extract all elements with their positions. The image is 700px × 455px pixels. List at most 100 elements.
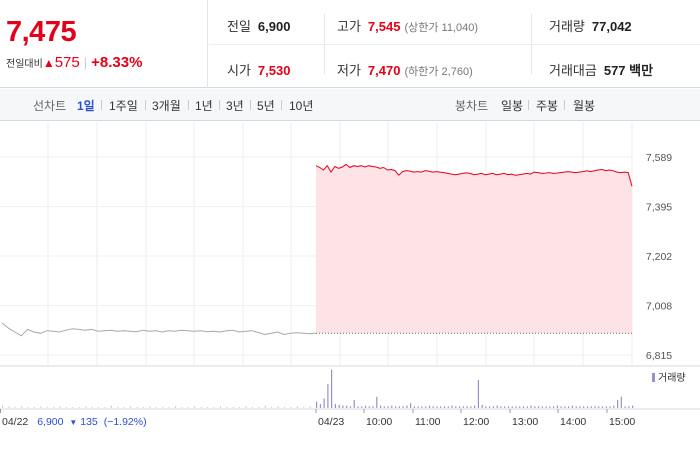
volume-bar [66,407,68,408]
volume-bar [443,406,446,408]
volume-bar [462,406,464,408]
volume-bar [296,406,298,408]
tab-period-3y[interactable]: 3년 [226,99,244,113]
tab-period-5y[interactable]: 5년 [257,99,275,113]
volume-bar [590,406,592,408]
volume-bar [579,406,581,408]
volume-bar [319,404,321,408]
volume-bar [316,401,318,408]
volume-bar [130,406,132,408]
x-tick-label: 13:00 [512,416,538,428]
volume-bar [511,406,513,408]
col-divider [324,14,325,74]
chart-tab-bar: 선차트 1일 1주일 3개월 1년 3년 5년 10년 봉차트 일봉 주봉 월봉 [0,89,700,121]
volume-bar [571,405,573,408]
volume-bar [601,406,604,408]
tab-period-3m[interactable]: 3개월 [152,99,181,113]
footer-prev-summary: 04/22 6,900 ▼ 135 (−1.92%) [2,416,147,428]
tab-period-1d[interactable]: 1일 [77,99,95,113]
volume-bars [2,369,634,408]
volume-bar [413,406,415,408]
tab-period-1y[interactable]: 1년 [195,99,213,113]
volume-bar [271,407,273,408]
price-chart: 7,589 7,395 7,202 7,008 6,815 거래량 04/22 04/23… [0,122,700,450]
volume-bar [162,407,164,408]
volume-bar [27,407,29,408]
footer-rate: (−1.92%) [104,416,147,428]
tab-period-1w[interactable]: 1주일 [109,99,138,113]
row-divider [209,44,700,45]
volume-bar [353,400,355,408]
x-tick-label: 04/23 [318,416,344,428]
volume-bar [327,384,329,408]
volume-bar [459,406,461,408]
volume-bar [34,407,35,408]
volume-bar [598,406,600,408]
volume-bar [264,405,266,408]
change-label: 전일대비 [6,59,43,70]
volume-bar [481,404,483,408]
volume-bar [187,407,189,408]
tab-divider [250,100,251,110]
x-tick-label: 12:00 [463,416,489,428]
volume-bar [410,403,412,408]
volume-bar [85,406,87,408]
volume-bar [376,396,378,408]
stat-value: 577 백만 [603,63,654,78]
stat-label: 전일 [227,19,251,34]
volume-bar [72,407,74,408]
volume-bar [485,406,487,408]
volume-bar [526,406,528,408]
volume-bar [40,406,42,408]
volume-bar [149,406,151,408]
volume-bar [425,406,427,408]
volume-bar [372,406,374,408]
upper-limit: (상한가 11,040) [404,22,479,34]
x-axis-ticks: 04/22 04/23 10:00 11:00 12:00 13:00 14:00 15:00 [0,409,635,428]
volume-bar [586,406,589,408]
line-chart-label: 선차트 [33,99,67,113]
stat-value: 6,900 [257,19,291,34]
tab-candle-monthly[interactable]: 월봉 [573,99,596,113]
chart-svg: 7,589 7,395 7,202 7,008 6,815 거래량 04/22 04/23… [0,122,700,428]
volume-bar [290,407,292,408]
tab-candle-daily[interactable]: 일봉 [501,99,524,113]
volume-bar [91,407,93,408]
volume-bar [470,406,472,408]
lower-limit: (하한가 2,760) [404,66,473,78]
volume-bar [175,406,176,408]
volume-bar [251,407,253,408]
tab-period-10y[interactable]: 10년 [289,99,314,113]
footer-date: 04/22 [2,416,28,428]
x-tick-label: 10:00 [366,416,392,428]
volume-bar [477,380,479,408]
footer-close: 6,900 [37,416,63,428]
stat-label: 시가 [227,63,251,78]
stat-turnover: 거래대금 577 백만 [549,60,653,79]
volume-bar [613,405,615,408]
x-tick-label: 15:00 [609,416,635,428]
volume-bar [136,407,138,408]
stat-prev-close: 전일 6,900 [227,16,290,35]
volume-bar [361,406,363,408]
volume-bar [436,406,438,408]
volume-bar [8,406,10,408]
volume-bar [564,406,566,408]
volume-legend-label: 거래량 [658,372,686,384]
tab-divider [219,100,220,110]
tab-candle-weekly[interactable]: 주봉 [536,99,559,113]
volume-bar [620,396,622,408]
volume-bar [402,406,404,408]
col-divider [531,14,532,74]
volume-bar [489,406,491,408]
volume-bar [346,405,348,408]
volume-bar [575,406,577,408]
volume-bar [284,407,285,408]
volume-bar [398,406,400,408]
volume-bar [507,406,510,408]
volume-bar [245,406,247,408]
volume-bar [515,406,517,408]
volume-bar [545,406,547,408]
volume-bar [474,405,476,408]
volume-bar [387,406,389,408]
